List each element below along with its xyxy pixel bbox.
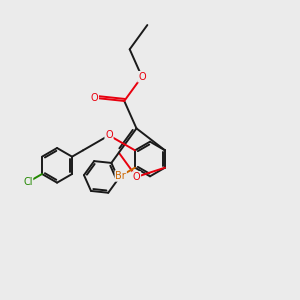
Text: Cl: Cl <box>23 177 32 187</box>
Text: O: O <box>91 93 98 103</box>
Text: O: O <box>138 72 146 82</box>
Text: O: O <box>105 130 113 140</box>
Text: O: O <box>133 172 140 182</box>
Text: Br: Br <box>115 171 126 181</box>
